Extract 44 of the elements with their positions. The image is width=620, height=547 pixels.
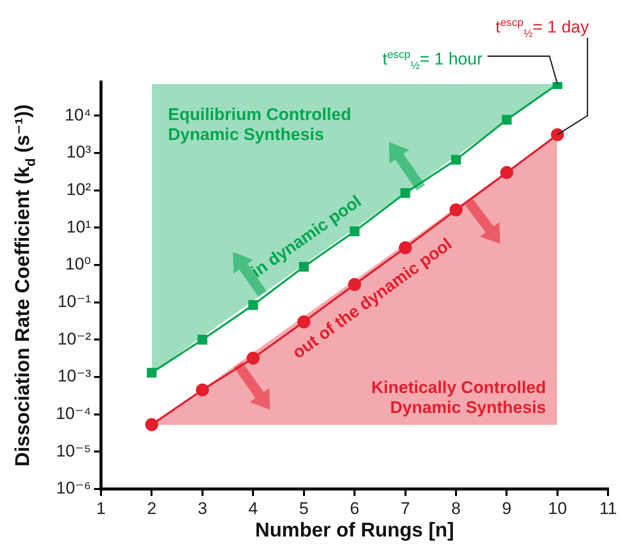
y-tick-label: 10⁻⁴ <box>56 404 91 424</box>
annotation: t$^{escp}$$_{½}$= 1 day <box>495 16 589 42</box>
point <box>500 166 514 180</box>
x-tick-label: 4 <box>248 498 258 518</box>
y-axis-title: Dissociation Rate Coefficient (kd (s⁻¹)) <box>12 104 38 467</box>
x-tick-label: 10 <box>548 498 567 518</box>
point <box>451 154 461 165</box>
x-tick-label: 7 <box>400 498 410 518</box>
point <box>198 334 208 345</box>
x-tick-label: 3 <box>198 498 208 518</box>
y-tick-label: 10⁻¹ <box>57 292 92 312</box>
y-tick-label: 10² <box>66 180 92 200</box>
x-tick-label: 8 <box>451 498 461 518</box>
point <box>450 203 463 216</box>
x-tick-label: 2 <box>146 498 156 518</box>
x-axis-title: Number of Rungs [n] <box>255 520 454 542</box>
x-tick-label: 6 <box>350 498 360 518</box>
annotation: t$^{escp}$$_{½}$= 1 hour <box>382 48 482 74</box>
point <box>297 315 310 328</box>
point <box>502 114 512 125</box>
x-tick-label: 5 <box>299 498 309 518</box>
point <box>196 383 209 396</box>
y-tick-label: 10⁻⁵ <box>56 441 91 460</box>
y-tick-label: 10⁻³ <box>57 366 92 386</box>
y-tick-label: 10⁰ <box>65 254 92 274</box>
x-tick-label: 9 <box>502 498 512 518</box>
point <box>348 278 362 292</box>
point <box>550 128 564 142</box>
y-tick-label: 10³ <box>66 142 92 162</box>
point <box>350 226 360 236</box>
annotation: Equilibrium Controlled Dynamic Synthesis <box>168 105 352 144</box>
point <box>145 418 158 432</box>
point <box>248 300 258 310</box>
y-tick-label: 10⁴ <box>64 105 91 124</box>
x-tick-label: 11 <box>599 498 618 518</box>
point <box>398 241 412 254</box>
point <box>146 368 157 378</box>
y-tick-label: 10⁻⁶ <box>56 478 91 498</box>
y-tick-label: 10¹ <box>66 217 92 236</box>
x-tick-label: 1 <box>96 498 106 518</box>
point <box>246 352 260 365</box>
annotation: Kinetically Controlled Dynamic Synthesis <box>371 378 546 417</box>
point <box>400 188 410 198</box>
y-tick-label: 10⁻² <box>57 329 92 348</box>
